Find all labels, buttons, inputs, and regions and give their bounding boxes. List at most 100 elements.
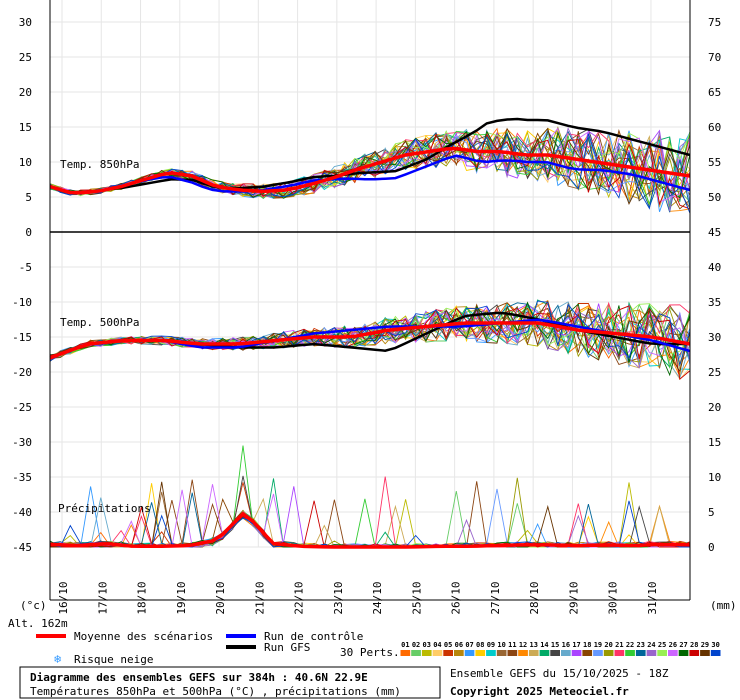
date-tick-label: 27/10 <box>489 581 502 614</box>
left-tick-label: -15 <box>12 331 32 344</box>
pert-number: 26 <box>669 641 677 649</box>
pert-swatch <box>689 650 700 656</box>
run-info: Ensemble GEFS du 15/10/2025 - 18Z <box>450 667 669 680</box>
label-t850: Temp. 850hPa <box>60 158 139 171</box>
series-layer <box>49 117 691 549</box>
snowflake-icon: ❄ <box>54 652 61 666</box>
pert-swatch <box>625 650 635 656</box>
right-tick-label: 20 <box>708 401 721 414</box>
pert-swatch <box>496 650 507 656</box>
left-tick-label: -5 <box>19 261 32 274</box>
pert-swatch <box>582 650 593 656</box>
right-tick-label: 50 <box>708 191 721 204</box>
left-tick-label: 10 <box>19 156 32 169</box>
date-tick-label: 31/10 <box>646 581 659 614</box>
label-t500: Temp. 500hPa <box>60 316 139 329</box>
right-tick-label: 15 <box>708 436 721 449</box>
date-tick-label: 23/10 <box>332 581 345 614</box>
date-tick-label: 25/10 <box>410 581 423 614</box>
mean-t500-line <box>49 321 691 360</box>
pert-number: 20 <box>604 641 612 649</box>
date-tick-label: 18/10 <box>136 581 149 614</box>
pert-swatch <box>454 650 464 656</box>
pert-swatch <box>657 650 667 656</box>
date-labels: 16/10 17/10 18/10 19/10 20/10 21/10 22/10 23/10… <box>57 581 659 614</box>
right-tick-label: 45 <box>708 226 721 239</box>
pert-swatch <box>411 650 421 656</box>
left-tick-label: 20 <box>19 86 32 99</box>
pert-number: 22 <box>626 641 634 649</box>
pert-number: 15 <box>551 641 559 649</box>
date-tick-label: 17/10 <box>96 581 109 614</box>
left-tick-label: 0 <box>25 226 32 239</box>
right-tick-label: 25 <box>708 366 721 379</box>
right-tick-label: 60 <box>708 121 721 134</box>
left-tick-label: 30 <box>19 16 32 29</box>
perturbation-legend: 01 02 03 04 05 06 07 08 09 10 11 12 13 14 15 16 17 18 19 20… <box>400 641 721 656</box>
pert-swatch <box>700 650 710 656</box>
precip-member-line <box>49 483 691 548</box>
pert-swatch <box>443 650 453 656</box>
right-tick-label: 0 <box>708 541 715 554</box>
pert-swatch <box>614 650 625 656</box>
pert-number: 24 <box>647 641 655 649</box>
altitude-label: Alt. 162m <box>8 617 68 630</box>
left-tick-label: -40 <box>12 506 32 519</box>
pert-swatch <box>518 650 528 656</box>
left-tick-label: -25 <box>12 401 32 414</box>
mean-t850-line <box>49 146 691 195</box>
pert-number: 27 <box>679 641 687 649</box>
right-unit: (mm) <box>710 599 737 612</box>
left-tick-label: -10 <box>12 296 32 309</box>
pert-swatch <box>421 650 432 656</box>
pert-swatch <box>635 650 646 656</box>
pert-swatch <box>528 650 539 656</box>
right-tick-label: 5 <box>708 506 715 519</box>
pert-number: 25 <box>658 641 666 649</box>
right-tick-label: 65 <box>708 86 721 99</box>
pert-number: 18 <box>583 641 591 649</box>
pert-number: 23 <box>637 641 645 649</box>
left-tick-label: 25 <box>19 51 32 64</box>
pert-number: 02 <box>412 641 420 649</box>
pert-swatch <box>561 650 571 656</box>
pert-swatch <box>432 650 443 656</box>
pert-swatch <box>400 650 411 656</box>
right-tick-label: 30 <box>708 331 721 344</box>
date-tick-label: 16/10 <box>57 581 70 614</box>
pert-swatch <box>539 650 550 656</box>
legend-snow-label: Risque neige <box>74 653 153 666</box>
pert-number: 28 <box>690 641 698 649</box>
pert-number: 07 <box>465 641 473 649</box>
right-tick-label: 75 <box>708 16 721 29</box>
date-tick-label: 20/10 <box>214 581 227 614</box>
pert-swatch <box>571 650 582 656</box>
date-tick-label: 26/10 <box>450 581 463 614</box>
left-tick-label: 15 <box>19 121 32 134</box>
info-box-subtitle: Températures 850hPa et 500hPa (°C) , pré… <box>30 685 401 698</box>
pert-number: 08 <box>476 641 484 649</box>
right-tick-label: 40 <box>708 261 721 274</box>
pert-number: 04 <box>433 641 441 649</box>
pert-number: 16 <box>562 641 570 649</box>
left-tick-label: -30 <box>12 436 32 449</box>
pert-number: 14 <box>540 641 548 649</box>
left-unit: (°c) <box>20 599 47 612</box>
date-tick-label: 28/10 <box>528 581 541 614</box>
mean-precip-line <box>49 511 691 549</box>
pert-number: 13 <box>530 641 538 649</box>
pert-number: 01 <box>401 641 409 649</box>
control-t850-line <box>49 154 691 195</box>
pert-swatch <box>678 650 689 656</box>
pert-swatch <box>486 650 496 656</box>
date-tick-label: 29/10 <box>567 581 580 614</box>
gfs-t850-line <box>49 117 691 195</box>
pert-number: 12 <box>519 641 527 649</box>
pert-number: 11 <box>508 641 516 649</box>
pert-number: 17 <box>572 641 580 649</box>
label-precip: Précipitations <box>58 502 151 515</box>
date-tick-label: 30/10 <box>607 581 620 614</box>
plot-area <box>50 0 690 548</box>
